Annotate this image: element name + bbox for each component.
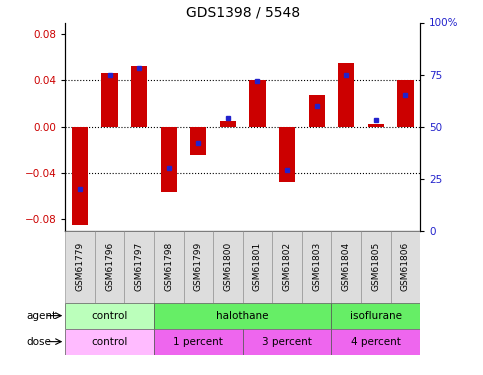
Text: 1 percent: 1 percent xyxy=(173,337,223,346)
Bar xyxy=(101,74,118,127)
Bar xyxy=(65,231,95,303)
Bar xyxy=(65,328,154,355)
Bar xyxy=(65,303,154,328)
Bar xyxy=(391,231,420,303)
Bar xyxy=(249,80,266,127)
Bar xyxy=(220,121,236,127)
Bar xyxy=(279,127,295,182)
Text: GSM61805: GSM61805 xyxy=(371,242,380,291)
Bar xyxy=(213,231,243,303)
Bar xyxy=(154,303,331,328)
Text: GSM61804: GSM61804 xyxy=(342,242,351,291)
Text: GSM61800: GSM61800 xyxy=(224,242,232,291)
Text: agent: agent xyxy=(27,310,57,321)
Text: GSM61801: GSM61801 xyxy=(253,242,262,291)
Bar xyxy=(184,231,213,303)
Bar xyxy=(95,231,125,303)
Bar xyxy=(338,63,355,127)
Text: GSM61798: GSM61798 xyxy=(164,242,173,291)
Bar xyxy=(302,231,331,303)
Bar xyxy=(398,80,413,127)
Text: control: control xyxy=(91,310,128,321)
Bar xyxy=(72,127,88,225)
Bar xyxy=(331,231,361,303)
Bar xyxy=(190,127,206,156)
Title: GDS1398 / 5548: GDS1398 / 5548 xyxy=(185,6,300,20)
Text: isoflurane: isoflurane xyxy=(350,310,402,321)
Bar xyxy=(361,231,391,303)
Bar xyxy=(242,328,331,355)
Text: GSM61802: GSM61802 xyxy=(283,242,292,291)
Text: GSM61796: GSM61796 xyxy=(105,242,114,291)
Text: halothane: halothane xyxy=(216,310,269,321)
Text: dose: dose xyxy=(27,337,52,346)
Text: 3 percent: 3 percent xyxy=(262,337,312,346)
Text: control: control xyxy=(91,337,128,346)
Bar xyxy=(331,303,420,328)
Bar xyxy=(161,127,177,192)
Bar xyxy=(243,231,272,303)
Bar xyxy=(131,66,147,127)
Text: GSM61799: GSM61799 xyxy=(194,242,203,291)
Text: GSM61797: GSM61797 xyxy=(135,242,143,291)
Bar xyxy=(154,328,243,355)
Bar xyxy=(272,231,302,303)
Bar xyxy=(331,328,420,355)
Text: 4 percent: 4 percent xyxy=(351,337,401,346)
Bar xyxy=(125,231,154,303)
Bar xyxy=(309,95,325,127)
Bar xyxy=(368,124,384,127)
Text: GSM61806: GSM61806 xyxy=(401,242,410,291)
Text: GSM61779: GSM61779 xyxy=(75,242,85,291)
Text: GSM61803: GSM61803 xyxy=(312,242,321,291)
Bar xyxy=(154,231,184,303)
